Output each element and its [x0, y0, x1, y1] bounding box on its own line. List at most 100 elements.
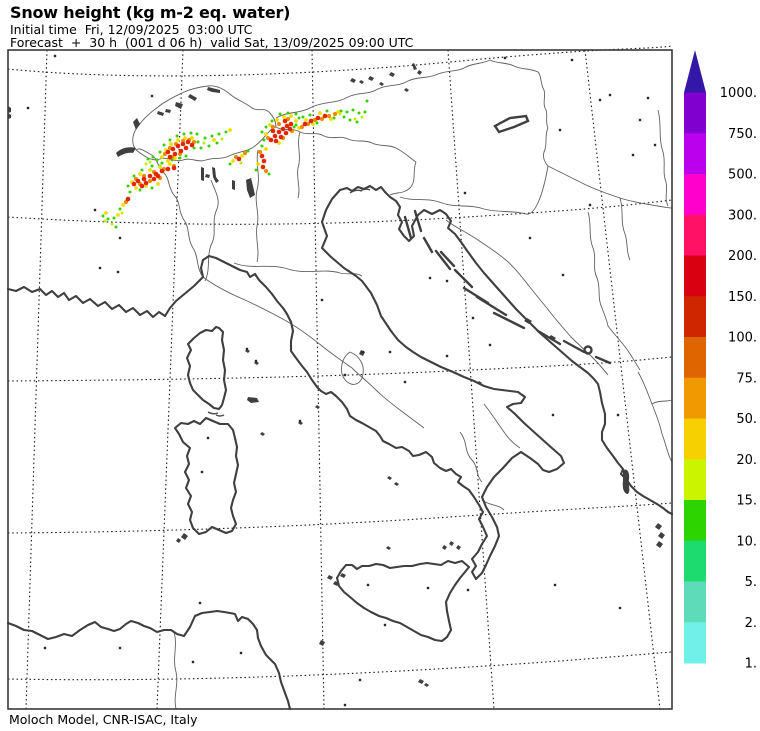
- city-dot: [98, 266, 102, 270]
- initial-time-line: Initial time Fri, 12/09/2025 03:00 UTC: [10, 22, 253, 37]
- snow-point: [275, 118, 279, 122]
- colorbar-segment: [684, 459, 706, 501]
- coastlines: [6, 184, 674, 711]
- snow-point: [114, 225, 118, 229]
- snow-point: [315, 121, 319, 125]
- snow-point: [183, 136, 187, 140]
- snow-point: [148, 160, 152, 164]
- snow-point: [363, 110, 367, 114]
- city-dot: [245, 347, 249, 351]
- snow-point: [292, 125, 296, 129]
- colorbar-tick-label: 150.: [728, 290, 757, 305]
- snow-point: [110, 222, 114, 226]
- colorbar-tick-label: 10.: [736, 534, 757, 549]
- snow-point: [329, 117, 333, 121]
- map-frame: [7, 49, 673, 710]
- snow-point: [121, 203, 125, 207]
- city-dots-layer: [26, 54, 657, 707]
- snow-point: [256, 162, 260, 166]
- snow-point: [215, 141, 219, 145]
- city-dot: [358, 678, 362, 682]
- snow-point: [116, 213, 120, 217]
- snow-point: [185, 139, 191, 145]
- snow-point: [278, 112, 282, 116]
- snow-point: [189, 142, 195, 148]
- city-dot: [463, 191, 467, 195]
- snow-point: [280, 126, 286, 132]
- colorbar-segment: [684, 581, 706, 623]
- snow-point: [267, 172, 271, 176]
- snow-point: [155, 173, 161, 179]
- snow-point: [355, 120, 359, 124]
- snow-point: [202, 141, 206, 145]
- snow-point: [168, 138, 172, 142]
- snow-point: [353, 117, 357, 121]
- snow-point: [166, 159, 170, 163]
- city-dot: [570, 58, 574, 62]
- snow-point: [143, 180, 149, 186]
- snow-point: [270, 119, 274, 123]
- snow-point: [277, 141, 281, 145]
- snow-point: [118, 207, 122, 211]
- snow-point: [315, 115, 321, 121]
- snow-point: [264, 147, 268, 151]
- city-dot: [445, 354, 449, 358]
- snow-point: [183, 145, 189, 151]
- city-dot: [26, 106, 30, 110]
- colorbar-segment: [684, 214, 706, 256]
- snow-point: [348, 118, 352, 122]
- snow-point: [101, 214, 105, 218]
- city-dot: [53, 54, 57, 58]
- snow-point: [282, 118, 288, 124]
- snow-point: [360, 115, 364, 119]
- snow-point: [286, 111, 290, 115]
- colorbar-tick-label: 2.: [745, 616, 757, 631]
- city-dot: [366, 583, 370, 587]
- snow-point: [268, 137, 274, 143]
- city-dot: [118, 236, 122, 240]
- snow-point: [104, 211, 108, 215]
- colorbar-segment: [684, 337, 706, 379]
- snow-point: [322, 113, 328, 119]
- coast-corsica: [185, 325, 228, 411]
- snow-point: [106, 217, 110, 221]
- city-dot: [403, 380, 407, 384]
- city-dot: [528, 236, 532, 240]
- snow-point: [112, 216, 116, 220]
- lake-garda: [246, 178, 255, 198]
- coast-africa: [6, 609, 292, 711]
- snow-point: [284, 123, 290, 129]
- snow-point: [264, 132, 268, 136]
- snow-point: [162, 143, 166, 147]
- lake-neuchatel: [133, 118, 140, 130]
- snow-point: [236, 156, 242, 162]
- snow-point: [289, 114, 293, 118]
- city-dot: [150, 94, 154, 98]
- snow-point: [140, 168, 144, 172]
- snow-point: [318, 111, 322, 115]
- snow-point: [170, 146, 176, 152]
- snow-point: [178, 156, 182, 160]
- snow-point: [276, 129, 282, 135]
- political-borders: [132, 59, 673, 710]
- city-dot: [198, 601, 202, 605]
- snow-point: [148, 168, 152, 172]
- snow-point: [239, 161, 243, 165]
- snow-point: [158, 165, 162, 169]
- snow-point: [259, 153, 265, 159]
- snow-point: [125, 196, 131, 202]
- lake-como: [212, 167, 219, 183]
- city-dot: [254, 359, 258, 363]
- city-dot: [43, 646, 47, 650]
- city-dot: [320, 298, 324, 302]
- city-dot: [638, 118, 642, 122]
- graticule-grid: [7, 45, 673, 710]
- city-dot: [383, 623, 387, 627]
- snow-point: [203, 136, 207, 140]
- snow-data-layer: [101, 99, 369, 229]
- snow-point: [224, 130, 228, 134]
- snow-point: [268, 123, 272, 127]
- city-dot: [116, 270, 120, 274]
- colorbar-tick-label: 20.: [736, 453, 757, 468]
